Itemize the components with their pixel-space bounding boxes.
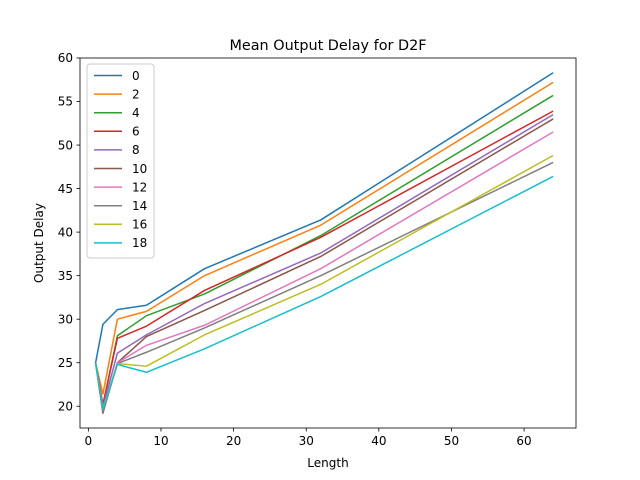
x-tick-label: 60 (516, 434, 531, 448)
legend-label-6: 6 (132, 125, 140, 139)
legend-label-8: 8 (132, 143, 140, 157)
y-tick-label: 55 (58, 95, 73, 109)
y-tick-label: 30 (58, 312, 73, 326)
legend: 0 2 4 6 8 10 12 14 16 18 (86, 63, 155, 259)
series-line-18 (94, 175, 554, 411)
y-tick-label: 35 (58, 269, 73, 283)
y-tick-label: 25 (58, 356, 73, 370)
y-axis-ticks: 20 25 30 35 40 45 50 55 60 (58, 51, 80, 413)
series-line-2 (94, 81, 554, 395)
y-tick-label: 45 (58, 182, 73, 196)
y-axis-label: Output Delay (32, 203, 46, 283)
legend-label-12: 12 (132, 180, 147, 194)
series-line-8 (94, 113, 554, 408)
x-tick-label: 0 (85, 434, 93, 448)
x-tick-label: 40 (371, 434, 386, 448)
chart-title: Mean Output Delay for D2F (229, 38, 426, 54)
x-axis-label: Length (307, 456, 348, 470)
y-tick-label: 60 (58, 51, 73, 65)
x-tick-label: 30 (299, 434, 314, 448)
series-line-12 (94, 131, 554, 412)
x-tick-label: 20 (226, 434, 241, 448)
y-tick-label: 20 (58, 399, 73, 413)
series-line-16 (94, 154, 554, 410)
x-tick-label: 10 (153, 434, 168, 448)
series-line-14 (94, 161, 554, 413)
legend-label-0: 0 (132, 69, 140, 83)
y-tick-label: 50 (58, 138, 73, 152)
legend-label-14: 14 (132, 199, 147, 213)
x-axis-ticks: 0 10 20 30 40 50 60 (85, 428, 532, 448)
legend-label-10: 10 (132, 162, 147, 176)
legend-label-16: 16 (132, 218, 147, 232)
plot-frame (79, 57, 577, 429)
plot-lines (94, 72, 554, 414)
legend-label-18: 18 (132, 236, 147, 250)
legend-label-2: 2 (132, 87, 140, 101)
x-tick-label: 50 (444, 434, 459, 448)
y-tick-label: 40 (58, 225, 73, 239)
legend-label-4: 4 (132, 106, 140, 120)
series-line-0 (94, 72, 554, 363)
series-line-10 (94, 118, 554, 414)
